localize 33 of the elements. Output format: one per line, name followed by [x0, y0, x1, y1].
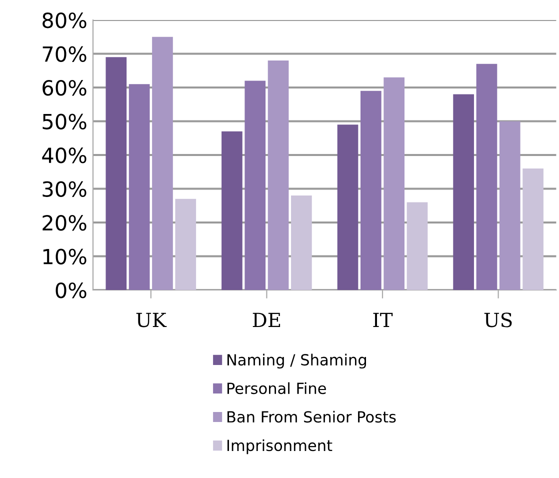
legend-label: Personal Fine [227, 382, 326, 394]
bar [406, 202, 428, 290]
legend-label: Naming / Shaming [227, 354, 366, 369]
y-tick-label: 30% [42, 181, 86, 197]
bar [128, 84, 150, 290]
y-tick-label: 0% [56, 282, 86, 298]
bar [360, 90, 382, 290]
bar [453, 94, 474, 290]
y-tick-label: 40% [42, 147, 86, 164]
y-tick-label: 10% [43, 248, 86, 264]
bar [476, 64, 498, 290]
bar [175, 198, 196, 290]
x-tick-label: IT [373, 312, 393, 327]
legend-label: Imprisonment [227, 439, 332, 454]
bar [268, 60, 289, 290]
bar [244, 80, 266, 290]
y-tick-label: 50% [42, 114, 86, 130]
bar [152, 36, 173, 290]
y-tick-label: 60% [42, 80, 86, 96]
x-tick-label: UK [136, 312, 167, 328]
bar [384, 77, 405, 290]
y-tick-label: 20% [42, 214, 86, 231]
bar [522, 168, 544, 290]
y-tick-label: 70% [42, 46, 86, 62]
legend-label: Ban From Senior Posts [227, 410, 396, 423]
x-tick-label: DE [252, 312, 280, 327]
bar [337, 124, 358, 290]
bar [222, 131, 242, 290]
bar [291, 196, 312, 290]
x-tick-label: US [484, 312, 512, 328]
bar [106, 57, 127, 290]
bar [499, 121, 520, 290]
y-tick-label: 80% [42, 12, 86, 28]
